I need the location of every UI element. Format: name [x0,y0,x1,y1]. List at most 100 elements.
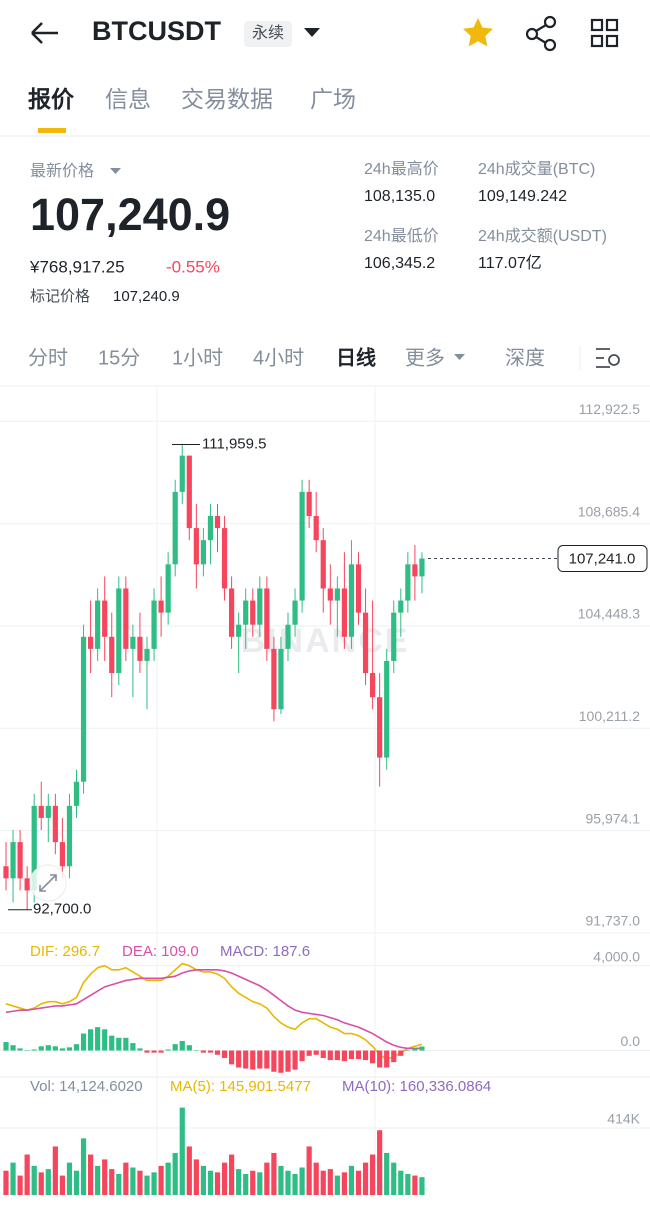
macd-bar [24,1050,30,1052]
y-tick-label: 95,974.1 [586,810,641,826]
interval[interactable]: 更多 [405,346,445,369]
volume-bar [313,1162,319,1195]
volume-bar [66,1162,73,1195]
macd-bar [144,1050,150,1053]
volume-bar [391,1162,397,1195]
macd-bar [355,1050,362,1060]
volume-bar [80,1138,87,1195]
tab[interactable]: 报价 [28,86,75,112]
volume-bar [405,1173,411,1195]
stat-value: 117.07亿 [478,254,542,272]
volume-bar [271,1152,277,1195]
macd-bar [320,1050,326,1058]
volume-bar [341,1172,347,1195]
macd-bar [3,1042,9,1051]
macd-bar [348,1050,355,1060]
symbol-dropdown[interactable] [304,28,320,37]
candle-body [257,588,263,625]
macd-bar [313,1050,319,1055]
macd-bar [341,1050,347,1062]
macd-bar [38,1046,44,1051]
plot: 112,922.5 108,685.4 104,448.3 100,211.2 95,9… [0,401,650,1195]
interval[interactable]: 日线 [336,345,376,369]
y-tick-label: 112,922.5 [579,401,640,417]
volume-bar [398,1170,404,1195]
interval[interactable]: 深度 [505,346,545,369]
macd-bar [172,1044,178,1051]
macd-bar [88,1029,94,1051]
chart-settings[interactable] [596,348,620,368]
macd-bar [243,1050,249,1069]
candle-body [144,648,150,661]
volume-bar [116,1173,122,1195]
volume-bar [88,1154,94,1195]
volume-bar [31,1165,37,1195]
tab[interactable]: 广场 [310,86,356,112]
tab[interactable]: 交易数据 [181,86,273,112]
interval[interactable]: 15分 [98,346,140,369]
legend-item: MACD: 187.6 [220,943,310,960]
expand-button[interactable] [29,864,67,902]
macd-bar [179,1040,185,1051]
candle-body [306,491,312,517]
volume-bar [362,1162,369,1195]
volume-bar [123,1162,129,1195]
candle-body [137,636,143,661]
volume-bar [193,1159,199,1195]
volume-bar [250,1170,256,1195]
interval[interactable]: 4小时 [253,346,304,369]
volume-bar [137,1170,143,1195]
macd-bar [165,1049,171,1051]
candle-body [52,805,58,843]
macd-bar [334,1050,340,1061]
macd-bar [73,1044,80,1051]
candle-body [109,636,115,674]
candle-body [151,600,157,649]
macd-bar [130,1043,136,1051]
favorite-star[interactable] [463,18,493,47]
volume-bar [221,1162,228,1195]
candle-body [362,612,369,674]
candle-body [285,624,291,649]
macd-bar [299,1050,305,1062]
volume-bar [412,1175,418,1195]
volume-bar [186,1146,192,1195]
interval[interactable]: 分时 [28,346,68,369]
interval[interactable]: 1小时 [172,346,223,369]
volume-bar [243,1173,249,1195]
macd-bar [306,1050,312,1056]
macd-bar [80,1033,87,1051]
legend-item: DEA: 109.0 [122,943,199,960]
last-price-label[interactable]: 最新价格 [30,162,94,180]
candle-body [355,564,362,613]
stat-label: 24h最高价 [364,160,439,178]
grid-menu[interactable] [590,18,619,48]
macd-bar [271,1050,277,1072]
candle-body [391,612,397,661]
candle-body [116,588,122,674]
candle-body [88,636,94,649]
volume-bar [102,1159,108,1195]
macd-bar [137,1048,143,1051]
macd-bar [264,1050,270,1069]
cny-price: ¥768,917.25 [29,257,125,276]
share-button[interactable] [525,15,557,52]
volume-bar [17,1175,23,1195]
y-tick-label: 108,685.4 [578,503,640,519]
candle-body [193,528,199,565]
candle-body [179,455,185,492]
volume-bar [299,1167,305,1195]
stat-label: 24h成交量(BTC) [478,160,595,178]
symbol[interactable]: BTCUSDT [92,16,221,46]
volume-bar [229,1154,235,1195]
y-tick-label: 0.0 [621,1033,641,1049]
tab[interactable]: 信息 [105,86,151,112]
candle-body [264,588,270,649]
candle-body [292,600,298,625]
stats: 24h最高价 108,135.0 24h成交量(BTC) 109,149.242 24h… [364,160,607,272]
candle-body [17,842,23,879]
volume-bar [264,1162,270,1195]
back-button[interactable] [31,22,58,44]
volume-bar [327,1169,333,1195]
candle-body [66,805,73,867]
